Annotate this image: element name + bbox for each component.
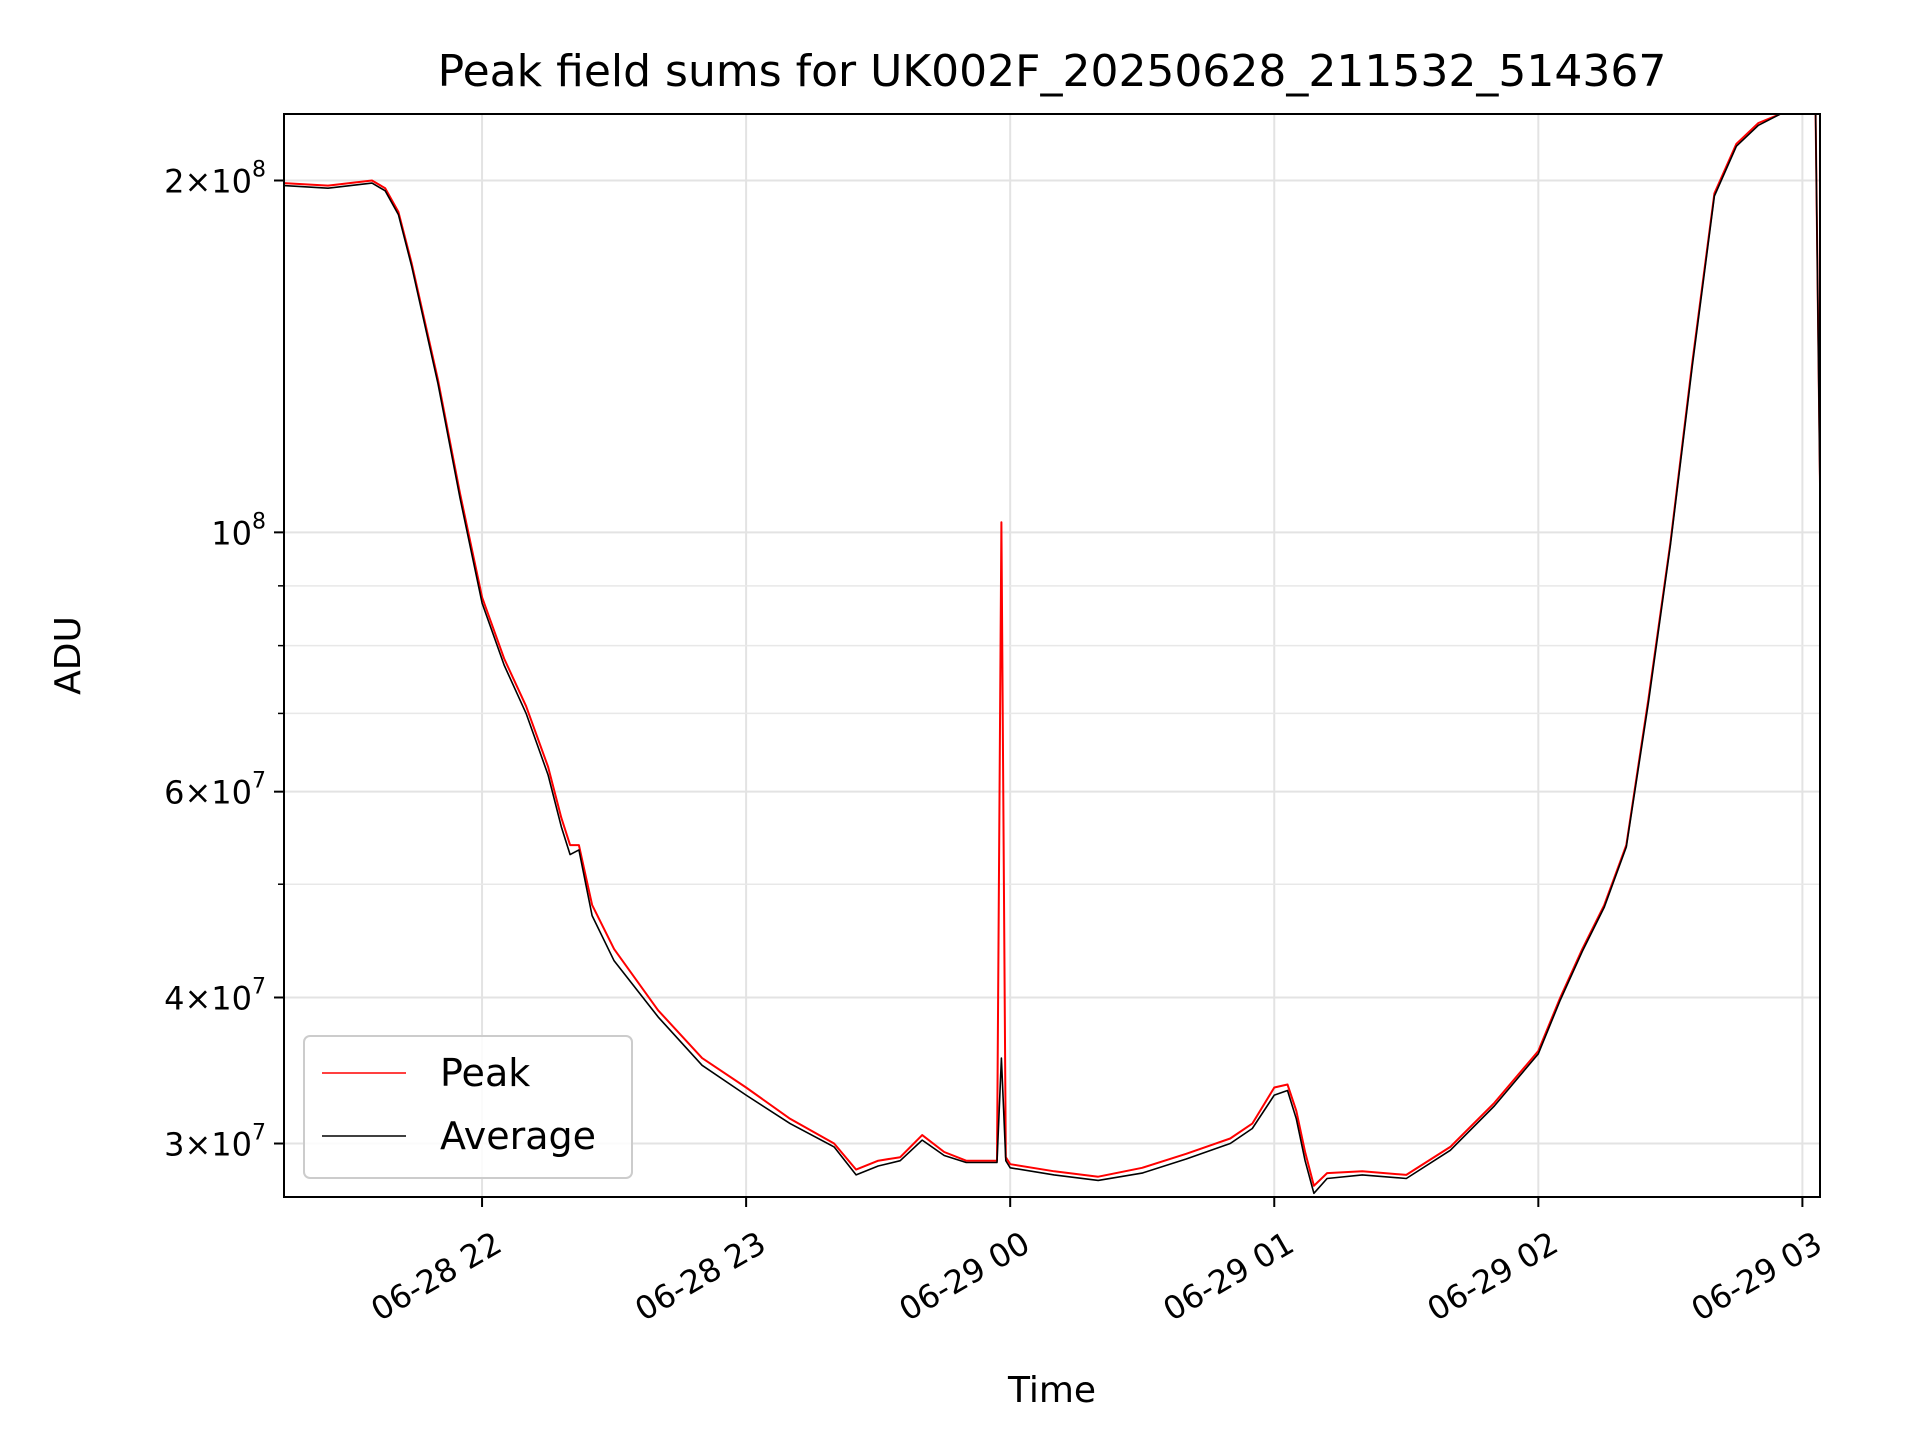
legend-label-peak: Peak <box>440 1051 530 1095</box>
legend-box <box>303 1035 633 1179</box>
legend-label-average: Average <box>440 1114 596 1158</box>
y-tick-label: 108 <box>211 509 266 552</box>
plot-frame <box>283 113 1821 1198</box>
y-tick-label: 6×107 <box>164 769 266 812</box>
series-line-average <box>283 113 1821 1195</box>
y-tick-label: 4×107 <box>164 974 266 1017</box>
x-axis-label: Time <box>1007 1370 1096 1411</box>
legend: Peak Average <box>303 1035 633 1179</box>
plot-lines <box>283 113 1821 1195</box>
y-tick-label: 2×108 <box>164 158 266 201</box>
y-axis: 3×107 4×107 6×107 108 2×108 <box>164 158 284 1164</box>
y-axis-label: ADU <box>48 616 89 695</box>
y-tick-label: 3×107 <box>164 1121 266 1164</box>
chart-title: Peak field sums for UK002F_20250628_2115… <box>438 46 1667 97</box>
